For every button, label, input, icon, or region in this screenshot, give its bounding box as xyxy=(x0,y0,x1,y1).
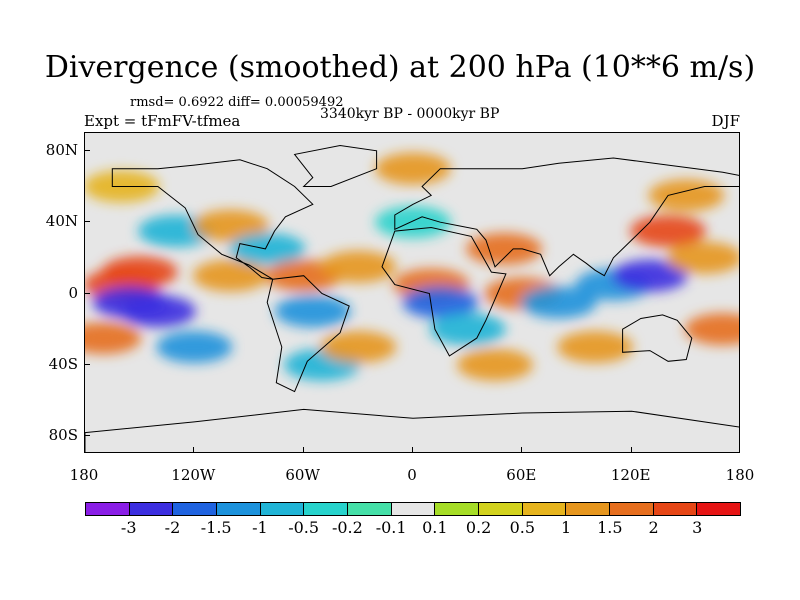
colorbar-swatch xyxy=(697,503,741,515)
colorbar-label: -0.1 xyxy=(375,518,407,537)
anomaly-blob xyxy=(457,348,533,381)
x-tick-label: 60E xyxy=(506,466,537,484)
anomaly-blob xyxy=(557,331,634,363)
colorbar-label: 3 xyxy=(692,518,703,537)
colorbar-swatch xyxy=(391,503,436,515)
colorbar-label: 0.2 xyxy=(465,518,492,537)
colorbar-label: -3 xyxy=(120,518,137,537)
map-frame xyxy=(84,132,740,453)
x-tick-label: 120E xyxy=(610,466,651,484)
colorbar-swatch xyxy=(217,503,261,515)
colorbar-label: 1 xyxy=(560,518,572,537)
colorbar-label: 0.5 xyxy=(509,518,536,537)
colorbar-swatch xyxy=(304,503,349,515)
colorbar-swatch xyxy=(129,503,174,515)
y-tick-label: 0 xyxy=(68,283,78,302)
y-tick-label: 80N xyxy=(45,140,78,159)
anomaly-blob xyxy=(429,313,506,346)
anomaly-blob xyxy=(402,286,479,319)
colorbar-label: -0.2 xyxy=(331,518,363,537)
anomaly-blob xyxy=(320,331,397,363)
colorbar-swatch xyxy=(260,503,305,515)
colorbar xyxy=(85,502,741,516)
colorbar-swatch xyxy=(173,503,218,515)
colorbar-swatch xyxy=(86,503,130,515)
y-tick xyxy=(84,292,90,294)
x-tick xyxy=(630,447,632,453)
coastline xyxy=(381,226,507,357)
x-tick xyxy=(302,447,304,453)
anomaly-blob xyxy=(375,206,451,239)
x-tick-label: 0 xyxy=(407,466,417,484)
x-tick-label: 180 xyxy=(725,466,755,484)
anomaly-blob xyxy=(274,295,351,328)
x-tick xyxy=(412,447,413,453)
coastline xyxy=(622,314,693,362)
colorbar-label: -2 xyxy=(164,518,181,537)
colorbar-label: -0.5 xyxy=(288,518,320,537)
x-tick-label: 120W xyxy=(171,466,216,484)
anomaly-blob xyxy=(192,209,269,242)
x-tick xyxy=(193,447,195,453)
coastline xyxy=(111,159,314,280)
anomaly-blob xyxy=(375,152,451,185)
anomaly-blob xyxy=(92,286,169,319)
colorbar-swatch xyxy=(522,503,567,515)
experiment-label: Expt = tFmFV-tfmea xyxy=(84,112,241,130)
y-tick-label: 80S xyxy=(48,426,78,445)
anomaly-blob xyxy=(229,232,306,265)
y-tick xyxy=(84,435,90,437)
x-tick-label: 180 xyxy=(69,466,99,484)
y-tick xyxy=(84,221,90,223)
colorbar-swatch xyxy=(653,503,698,515)
colorbar-swatch xyxy=(610,503,654,515)
anomaly-blob xyxy=(611,259,688,292)
anomaly-blob xyxy=(156,331,233,363)
colorbar-swatch xyxy=(479,503,523,515)
colorbar-swatch xyxy=(348,503,392,515)
coastline xyxy=(266,275,350,393)
divergence-map xyxy=(85,133,739,452)
y-tick xyxy=(84,363,90,365)
anomaly-blob xyxy=(684,313,739,346)
colorbar-label: 0.1 xyxy=(422,518,448,537)
x-tick xyxy=(739,447,740,453)
anomaly-blob xyxy=(85,322,142,355)
coastline xyxy=(293,144,378,187)
period-label: 3340kyr BP - 0000kyr BP xyxy=(320,106,500,122)
coastline xyxy=(394,157,739,277)
y-tick-label: 40S xyxy=(48,354,78,373)
anomaly-blob xyxy=(320,250,397,283)
colorbar-label: 1.5 xyxy=(597,518,623,537)
anomaly-blob xyxy=(192,259,269,292)
x-tick-label: 60W xyxy=(285,466,320,484)
x-tick xyxy=(84,447,85,453)
colorbar-swatch xyxy=(566,503,611,515)
chart-title: Divergence (smoothed) at 200 hPa (10**6 … xyxy=(44,50,756,85)
anomaly-blob xyxy=(466,232,543,265)
season-label: DJF xyxy=(711,112,740,130)
stats-label: rmsd= 0.6922 diff= 0.00059492 xyxy=(130,95,344,110)
y-tick xyxy=(84,149,90,151)
colorbar-label: -1.5 xyxy=(200,518,232,537)
colorbar-label: -1 xyxy=(252,518,268,537)
coastline xyxy=(85,408,739,452)
anomaly-blob xyxy=(648,179,725,212)
y-tick-label: 40N xyxy=(45,212,78,231)
colorbar-label: 2 xyxy=(648,518,659,537)
anomaly-blob xyxy=(666,241,739,274)
x-tick xyxy=(521,447,523,453)
anomaly-blob xyxy=(520,286,597,319)
colorbar-swatch xyxy=(435,503,480,515)
